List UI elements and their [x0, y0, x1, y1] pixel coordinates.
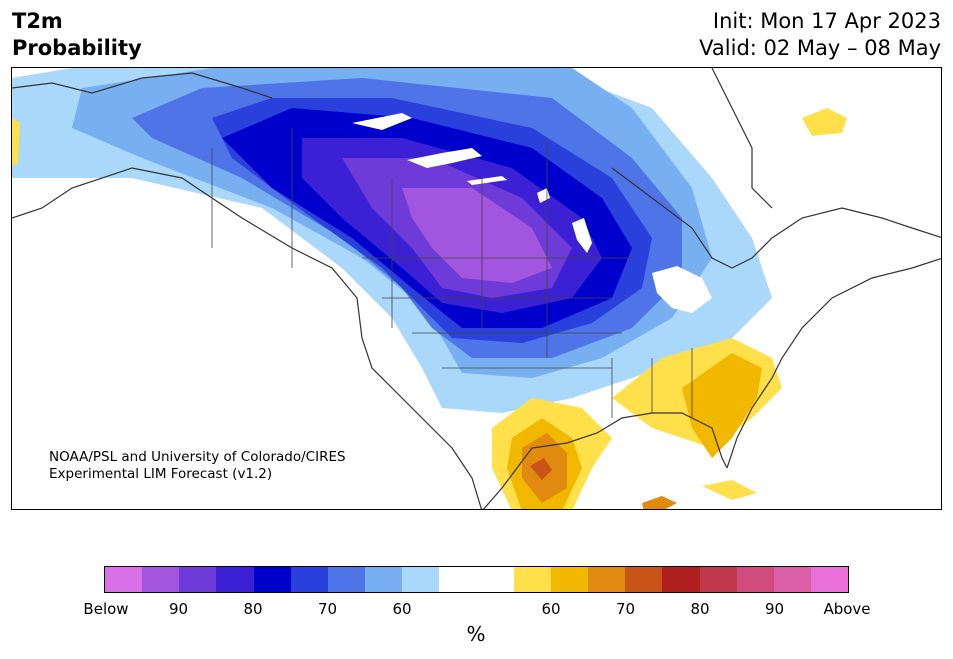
- map-credit: NOAA/PSL and University of Colorado/CIRE…: [49, 449, 346, 483]
- colorbar-segment: [439, 567, 477, 592]
- colorbar-segment: [513, 567, 551, 592]
- title-line-1: T2m: [12, 9, 63, 33]
- lake-icon: [572, 218, 592, 253]
- colorbar-segment: [810, 567, 849, 592]
- band-below-99: [402, 188, 552, 283]
- colorbar-segment: [550, 567, 589, 592]
- colorbar-segment: [402, 567, 440, 592]
- map-canvas: [12, 68, 941, 509]
- probability-map: [11, 67, 942, 510]
- colorbar-segment: [625, 567, 663, 592]
- colorbar-tick-label: Above: [823, 600, 871, 618]
- band-above-50-60-greenland: [802, 108, 847, 136]
- colorbar-segment: [105, 567, 143, 592]
- band-above-60-70-southeast: [682, 353, 762, 458]
- colorbar-tick-label: 70: [317, 600, 338, 618]
- colorbar-segment: [736, 567, 774, 592]
- colorbar-tick-label: 90: [764, 600, 785, 618]
- probability-colorbar: [104, 566, 849, 593]
- state-borders: [211, 128, 693, 418]
- lake-icon: [407, 148, 482, 168]
- colorbar-tick-label: 90: [168, 600, 189, 618]
- forecast-dates: Init: Mon 17 Apr 2023 Valid: 02 May – 08…: [699, 8, 941, 62]
- colorbar-segment: [773, 567, 811, 592]
- colorbar-segment: [662, 567, 700, 592]
- colorbar-segment: [588, 567, 626, 592]
- credit-line-2: Experimental LIM Forecast (v1.2): [49, 466, 273, 482]
- init-date: Init: Mon 17 Apr 2023: [712, 9, 941, 33]
- title-line-2: Probability: [12, 36, 142, 60]
- lake-icon: [352, 113, 412, 130]
- coastlines: [12, 68, 941, 509]
- colorbar-segment: [327, 567, 366, 592]
- colorbar-segment: [476, 567, 514, 592]
- colorbar-segment: [253, 567, 291, 592]
- colorbar-segment: [699, 567, 737, 592]
- map-title: T2m Probability: [12, 8, 142, 62]
- colorbar-tick-label: 60: [392, 600, 412, 618]
- lake-icon: [652, 266, 712, 313]
- colorbar-tick-label: 80: [690, 600, 710, 618]
- colorbar-units: %: [466, 622, 486, 646]
- colorbar-tick-label: 60: [541, 600, 561, 618]
- colorbar-segment: [290, 567, 328, 592]
- colorbar-segment: [142, 567, 180, 592]
- valid-range: Valid: 02 May – 08 May: [699, 36, 941, 60]
- lake-icon: [467, 176, 507, 185]
- credit-line-1: NOAA/PSL and University of Colorado/CIRE…: [49, 449, 346, 465]
- band-above-50-60-west-edge: [12, 118, 20, 166]
- colorbar-segment: [365, 567, 403, 592]
- colorbar-segment: [179, 567, 217, 592]
- colorbar-tick-label: 70: [615, 600, 636, 618]
- band-above-50-60-cuba: [702, 480, 757, 500]
- band-above-70-80-islands: [642, 496, 677, 509]
- colorbar-tick-label: Below: [83, 600, 129, 618]
- band-above-80-90-mexico: [530, 458, 552, 480]
- colorbar-segment: [216, 567, 254, 592]
- colorbar-tick-label: 80: [243, 600, 263, 618]
